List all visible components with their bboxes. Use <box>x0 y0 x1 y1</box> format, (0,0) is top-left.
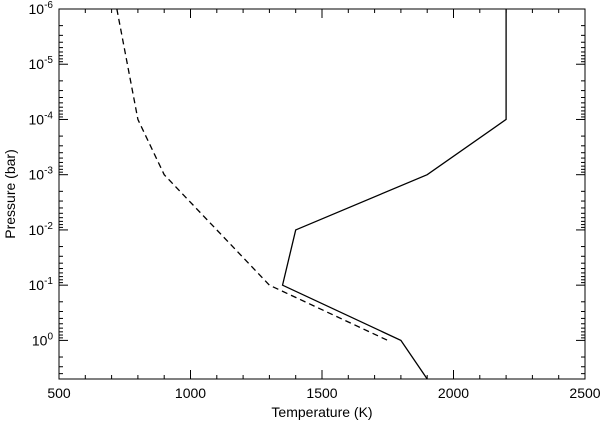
y-tick-label: 100 <box>32 331 54 348</box>
x-axis-label: Temperature (K) <box>271 404 372 420</box>
series-layer <box>116 8 507 380</box>
x-tick-label: 1500 <box>306 385 337 401</box>
x-tick-label: 500 <box>47 385 71 401</box>
solid-profile-line <box>281 9 507 380</box>
y-tick-label: 10-3 <box>29 166 54 183</box>
x-tick-labels: 500 1000 1500 2000 2500 <box>47 385 600 401</box>
y-axis-label: Pressure (bar) <box>2 149 18 238</box>
x-tick-label: 2500 <box>569 385 600 401</box>
y-tick-label: 10-2 <box>29 221 54 238</box>
y-tick-label: 10-5 <box>29 55 54 72</box>
x-tick-label: 2000 <box>438 385 469 401</box>
y-tick-label: 10-6 <box>29 0 54 17</box>
y-tick-label: 10-1 <box>29 276 54 293</box>
x-tick-label: 1000 <box>175 385 206 401</box>
axis-ticks <box>58 8 586 380</box>
dashed-profile-line <box>116 8 389 341</box>
y-tick-label: 10-4 <box>29 110 54 127</box>
y-tick-labels: 10-6 10-5 10-4 10-3 10-2 10-1 100 <box>29 0 54 348</box>
